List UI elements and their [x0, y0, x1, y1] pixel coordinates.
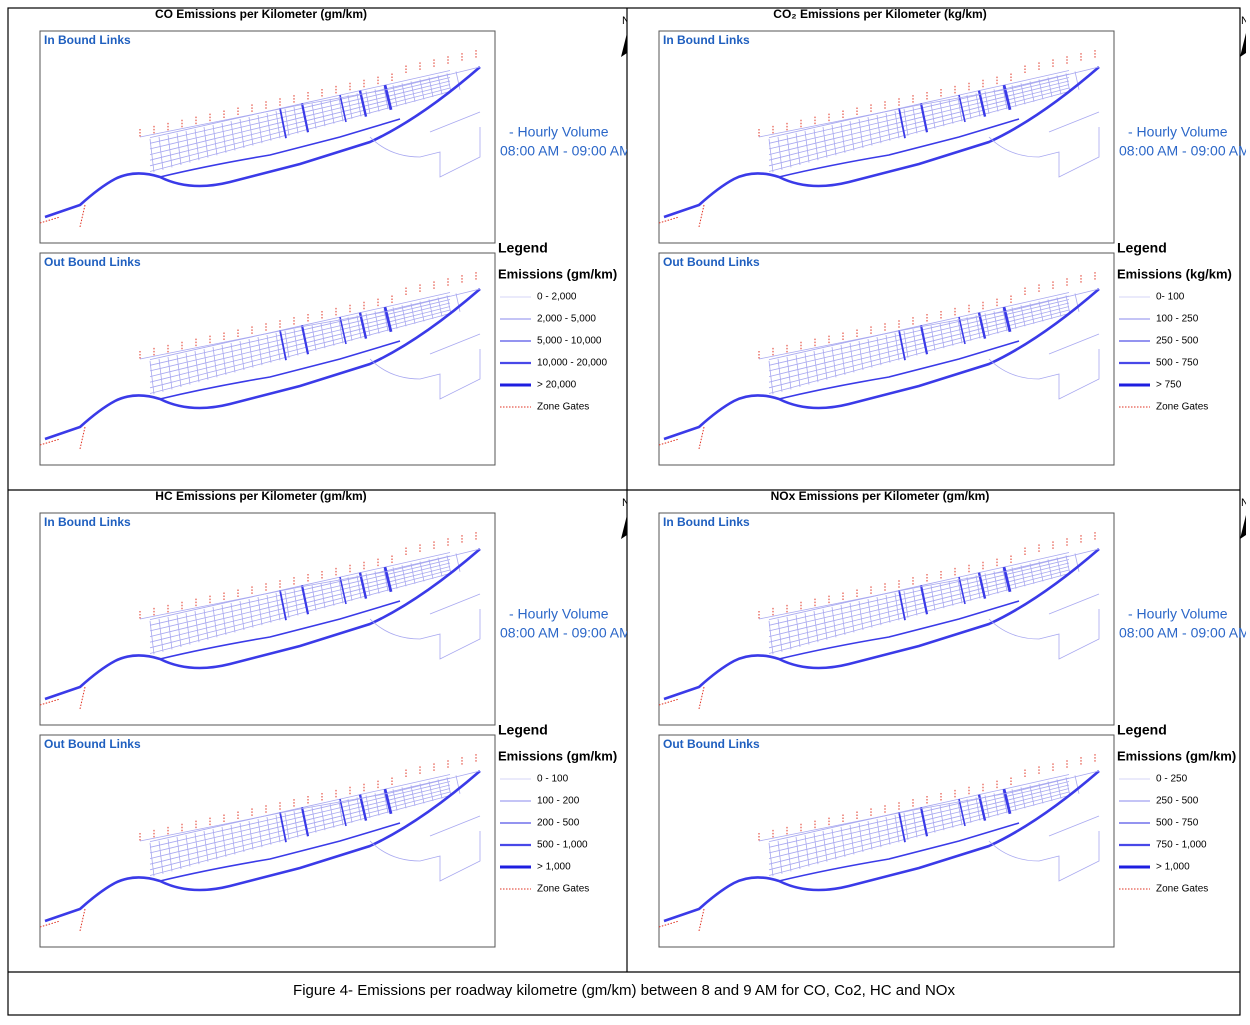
- volume-time: 08:00 AM - 09:00 AM: [1119, 625, 1250, 641]
- legend-item: > 20,000: [537, 380, 577, 391]
- volume-label: - Hourly Volume: [1128, 124, 1228, 140]
- legend-item: > 1,000: [537, 862, 571, 873]
- map-label: Out Bound Links: [663, 737, 760, 751]
- volume-label: - Hourly Volume: [1128, 606, 1228, 622]
- legend-item: 0- 100: [1156, 292, 1185, 303]
- emissions-label: Emissions (gm/km): [498, 748, 617, 763]
- legend-item: 0 - 2,000: [537, 292, 577, 303]
- volume-time: 08:00 AM - 09:00 AM: [1119, 143, 1250, 159]
- legend-item: 0 - 100: [537, 774, 569, 785]
- volume-label: - Hourly Volume: [509, 124, 609, 140]
- legend-title: Legend: [1117, 240, 1167, 256]
- map-frame: [659, 253, 1114, 465]
- legend-item: Zone Gates: [537, 884, 589, 895]
- panel: CO₂ Emissions per Kilometer (kg/km) N In B…: [659, 7, 1250, 465]
- north-label: N: [622, 15, 630, 27]
- legend-item: 200 - 500: [537, 818, 580, 829]
- legend-item: > 750: [1156, 380, 1182, 391]
- volume-label: - Hourly Volume: [509, 606, 609, 622]
- map-frame: [40, 513, 495, 725]
- panel: CO Emissions per Kilometer (gm/km) N In Bo…: [40, 7, 631, 465]
- legend-item: 0 - 250: [1156, 774, 1188, 785]
- map-label: In Bound Links: [663, 515, 750, 529]
- north-arrow: [621, 33, 627, 57]
- panel-content: NOx Emissions per Kilometer (gm/km) N In B…: [659, 489, 1250, 947]
- legend-item: 500 - 1,000: [537, 840, 588, 851]
- panel: NOx Emissions per Kilometer (gm/km) N In B…: [659, 489, 1250, 947]
- map-frame: [40, 735, 495, 947]
- map-label: In Bound Links: [44, 33, 131, 47]
- north-label: N: [622, 497, 630, 509]
- map-label: Out Bound Links: [44, 737, 141, 751]
- map-frame: [40, 31, 495, 243]
- north-arrow: [1240, 33, 1246, 57]
- legend-item: 2,000 - 5,000: [537, 314, 596, 325]
- north-arrow: [621, 515, 627, 539]
- map-label: In Bound Links: [663, 33, 750, 47]
- legend-item: 500 - 750: [1156, 358, 1199, 369]
- map-frame: [659, 735, 1114, 947]
- emissions-label: Emissions (kg/km): [1117, 266, 1232, 281]
- map-frame: [40, 253, 495, 465]
- volume-time: 08:00 AM - 09:00 AM: [500, 143, 631, 159]
- legend-item: 250 - 500: [1156, 336, 1199, 347]
- map-label: In Bound Links: [44, 515, 131, 529]
- caption: Figure 4- Emissions per roadway kilometr…: [293, 982, 955, 999]
- panel-title: NOx Emissions per Kilometer (gm/km): [771, 489, 990, 503]
- panel-content: HC Emissions per Kilometer (gm/km) N In Bo…: [40, 489, 631, 947]
- panel: HC Emissions per Kilometer (gm/km) N In Bo…: [40, 489, 631, 947]
- legend-item: 250 - 500: [1156, 796, 1199, 807]
- figure: Figure 4- Emissions per roadway kilometr…: [0, 0, 1250, 1025]
- legend-item: Zone Gates: [1156, 884, 1208, 895]
- legend-item: 500 - 750: [1156, 818, 1199, 829]
- legend-item: Zone Gates: [537, 402, 589, 413]
- north-arrow: [1240, 515, 1246, 539]
- panel-title: HC Emissions per Kilometer (gm/km): [155, 489, 366, 503]
- map-frame: [659, 513, 1114, 725]
- legend-title: Legend: [1117, 722, 1167, 738]
- legend-title: Legend: [498, 240, 548, 256]
- panel-content: CO Emissions per Kilometer (gm/km) N In Bo…: [40, 7, 631, 465]
- panel-title: CO Emissions per Kilometer (gm/km): [155, 7, 367, 21]
- legend-title: Legend: [498, 722, 548, 738]
- north-label: N: [1241, 497, 1249, 509]
- panel-content: CO₂ Emissions per Kilometer (kg/km) N In B…: [659, 7, 1250, 465]
- emissions-label: Emissions (gm/km): [498, 266, 617, 281]
- page: Figure 4- Emissions per roadway kilometr…: [0, 0, 1250, 1025]
- emissions-label: Emissions (gm/km): [1117, 748, 1236, 763]
- legend-item: 100 - 250: [1156, 314, 1199, 325]
- map-label: Out Bound Links: [663, 255, 760, 269]
- north-label: N: [1241, 15, 1249, 27]
- panel-title: CO₂ Emissions per Kilometer (kg/km): [773, 7, 986, 21]
- legend-item: 10,000 - 20,000: [537, 358, 607, 369]
- legend-item: 5,000 - 10,000: [537, 336, 602, 347]
- volume-time: 08:00 AM - 09:00 AM: [500, 625, 631, 641]
- legend-item: Zone Gates: [1156, 402, 1208, 413]
- legend-item: 100 - 200: [537, 796, 580, 807]
- legend-item: 750 - 1,000: [1156, 840, 1207, 851]
- map-frame: [659, 31, 1114, 243]
- map-label: Out Bound Links: [44, 255, 141, 269]
- legend-item: > 1,000: [1156, 862, 1190, 873]
